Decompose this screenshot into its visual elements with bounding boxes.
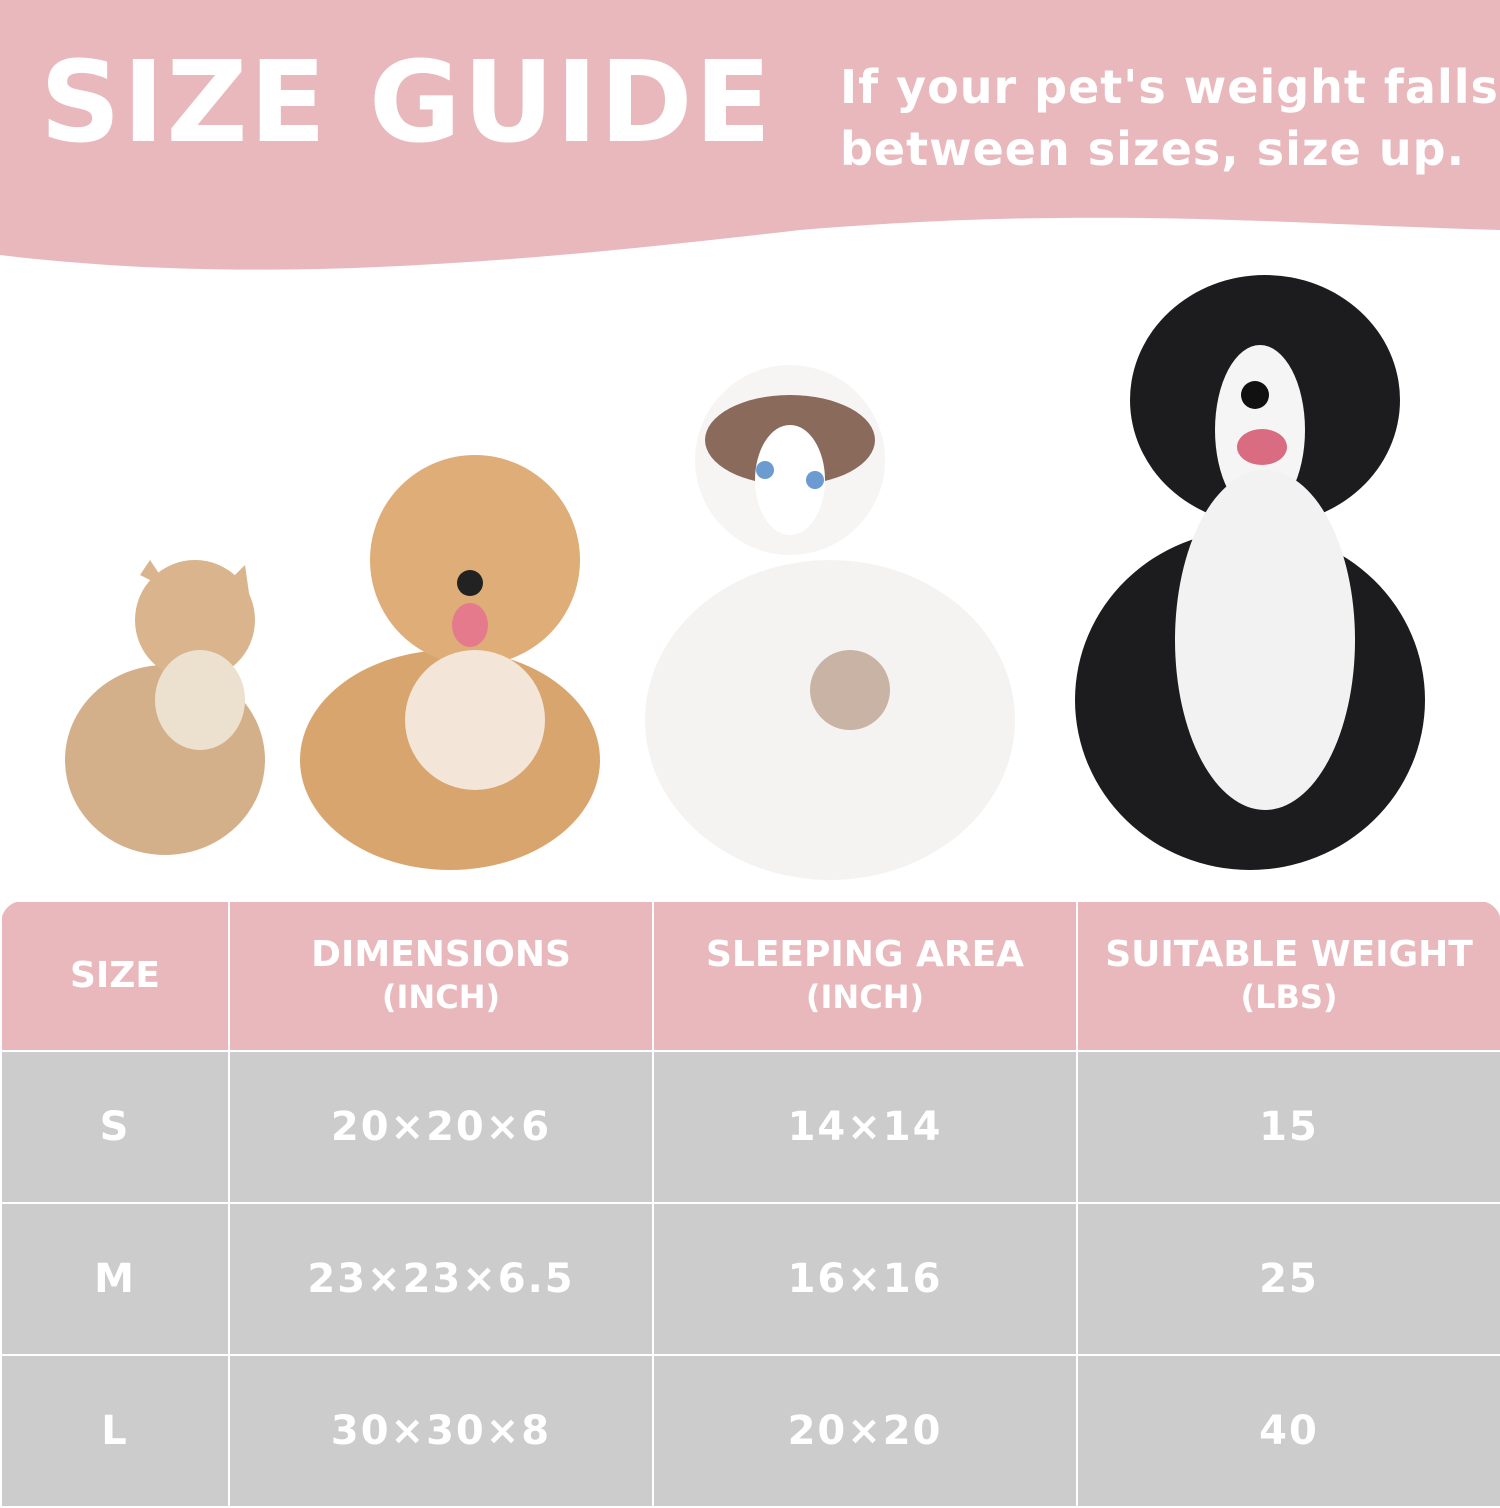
header-title: DIMENSIONS bbox=[311, 934, 571, 975]
table-row: L 30×30×8 20×20 40 bbox=[0, 1354, 1500, 1508]
table-row: S 20×20×6 14×14 15 bbox=[0, 1050, 1500, 1204]
header-unit: (INCH) bbox=[381, 978, 501, 1016]
cell-weight: 40 bbox=[1076, 1354, 1500, 1508]
header-banner bbox=[0, 0, 1500, 270]
sizing-tip: If your pet's weight falls between sizes… bbox=[840, 56, 1499, 180]
header-title: SLEEPING AREA bbox=[705, 934, 1025, 975]
cell-sleeping-area: 20×20 bbox=[652, 1354, 1078, 1508]
header-unit: (INCH) bbox=[805, 978, 925, 1016]
cell-size: S bbox=[0, 1050, 230, 1204]
cell-weight: 25 bbox=[1076, 1202, 1500, 1356]
cell-sleeping-area: 14×14 bbox=[652, 1050, 1078, 1204]
header-size: SIZE bbox=[0, 900, 230, 1052]
cell-dimensions: 30×30×8 bbox=[228, 1354, 654, 1508]
header-title: SIZE bbox=[69, 955, 161, 996]
cell-size: M bbox=[0, 1202, 230, 1356]
table-header-row: SIZE DIMENSIONS (INCH) SLEEPING AREA (INCH… bbox=[0, 900, 1500, 1052]
medium-cat-image bbox=[645, 365, 1015, 880]
header-dimensions: DIMENSIONS (INCH) bbox=[228, 900, 654, 1052]
header-sleeping-area: SLEEPING AREA (INCH) bbox=[652, 900, 1078, 1052]
size-table: SIZE DIMENSIONS (INCH) SLEEPING AREA (INCH… bbox=[0, 900, 1500, 1508]
page-title: SIZE GUIDE bbox=[40, 38, 774, 168]
cell-size: L bbox=[0, 1354, 230, 1508]
small-cat-image bbox=[65, 560, 265, 855]
pets-photo bbox=[65, 275, 1425, 880]
cell-weight: 15 bbox=[1076, 1050, 1500, 1204]
cell-dimensions: 23×23×6.5 bbox=[228, 1202, 654, 1356]
header-suitable-weight: SUITABLE WEIGHT (LBS) bbox=[1076, 900, 1500, 1052]
tip-line-2: between sizes, size up. bbox=[840, 122, 1466, 176]
cell-dimensions: 20×20×6 bbox=[228, 1050, 654, 1204]
tip-line-1: If your pet's weight falls bbox=[840, 60, 1499, 114]
small-dog-image bbox=[300, 455, 600, 870]
header-unit: (LBS) bbox=[1240, 978, 1338, 1016]
large-dog-image bbox=[1075, 275, 1425, 870]
table-row: M 23×23×6.5 16×16 25 bbox=[0, 1202, 1500, 1356]
cell-sleeping-area: 16×16 bbox=[652, 1202, 1078, 1356]
header-title: SUITABLE WEIGHT bbox=[1105, 934, 1473, 975]
